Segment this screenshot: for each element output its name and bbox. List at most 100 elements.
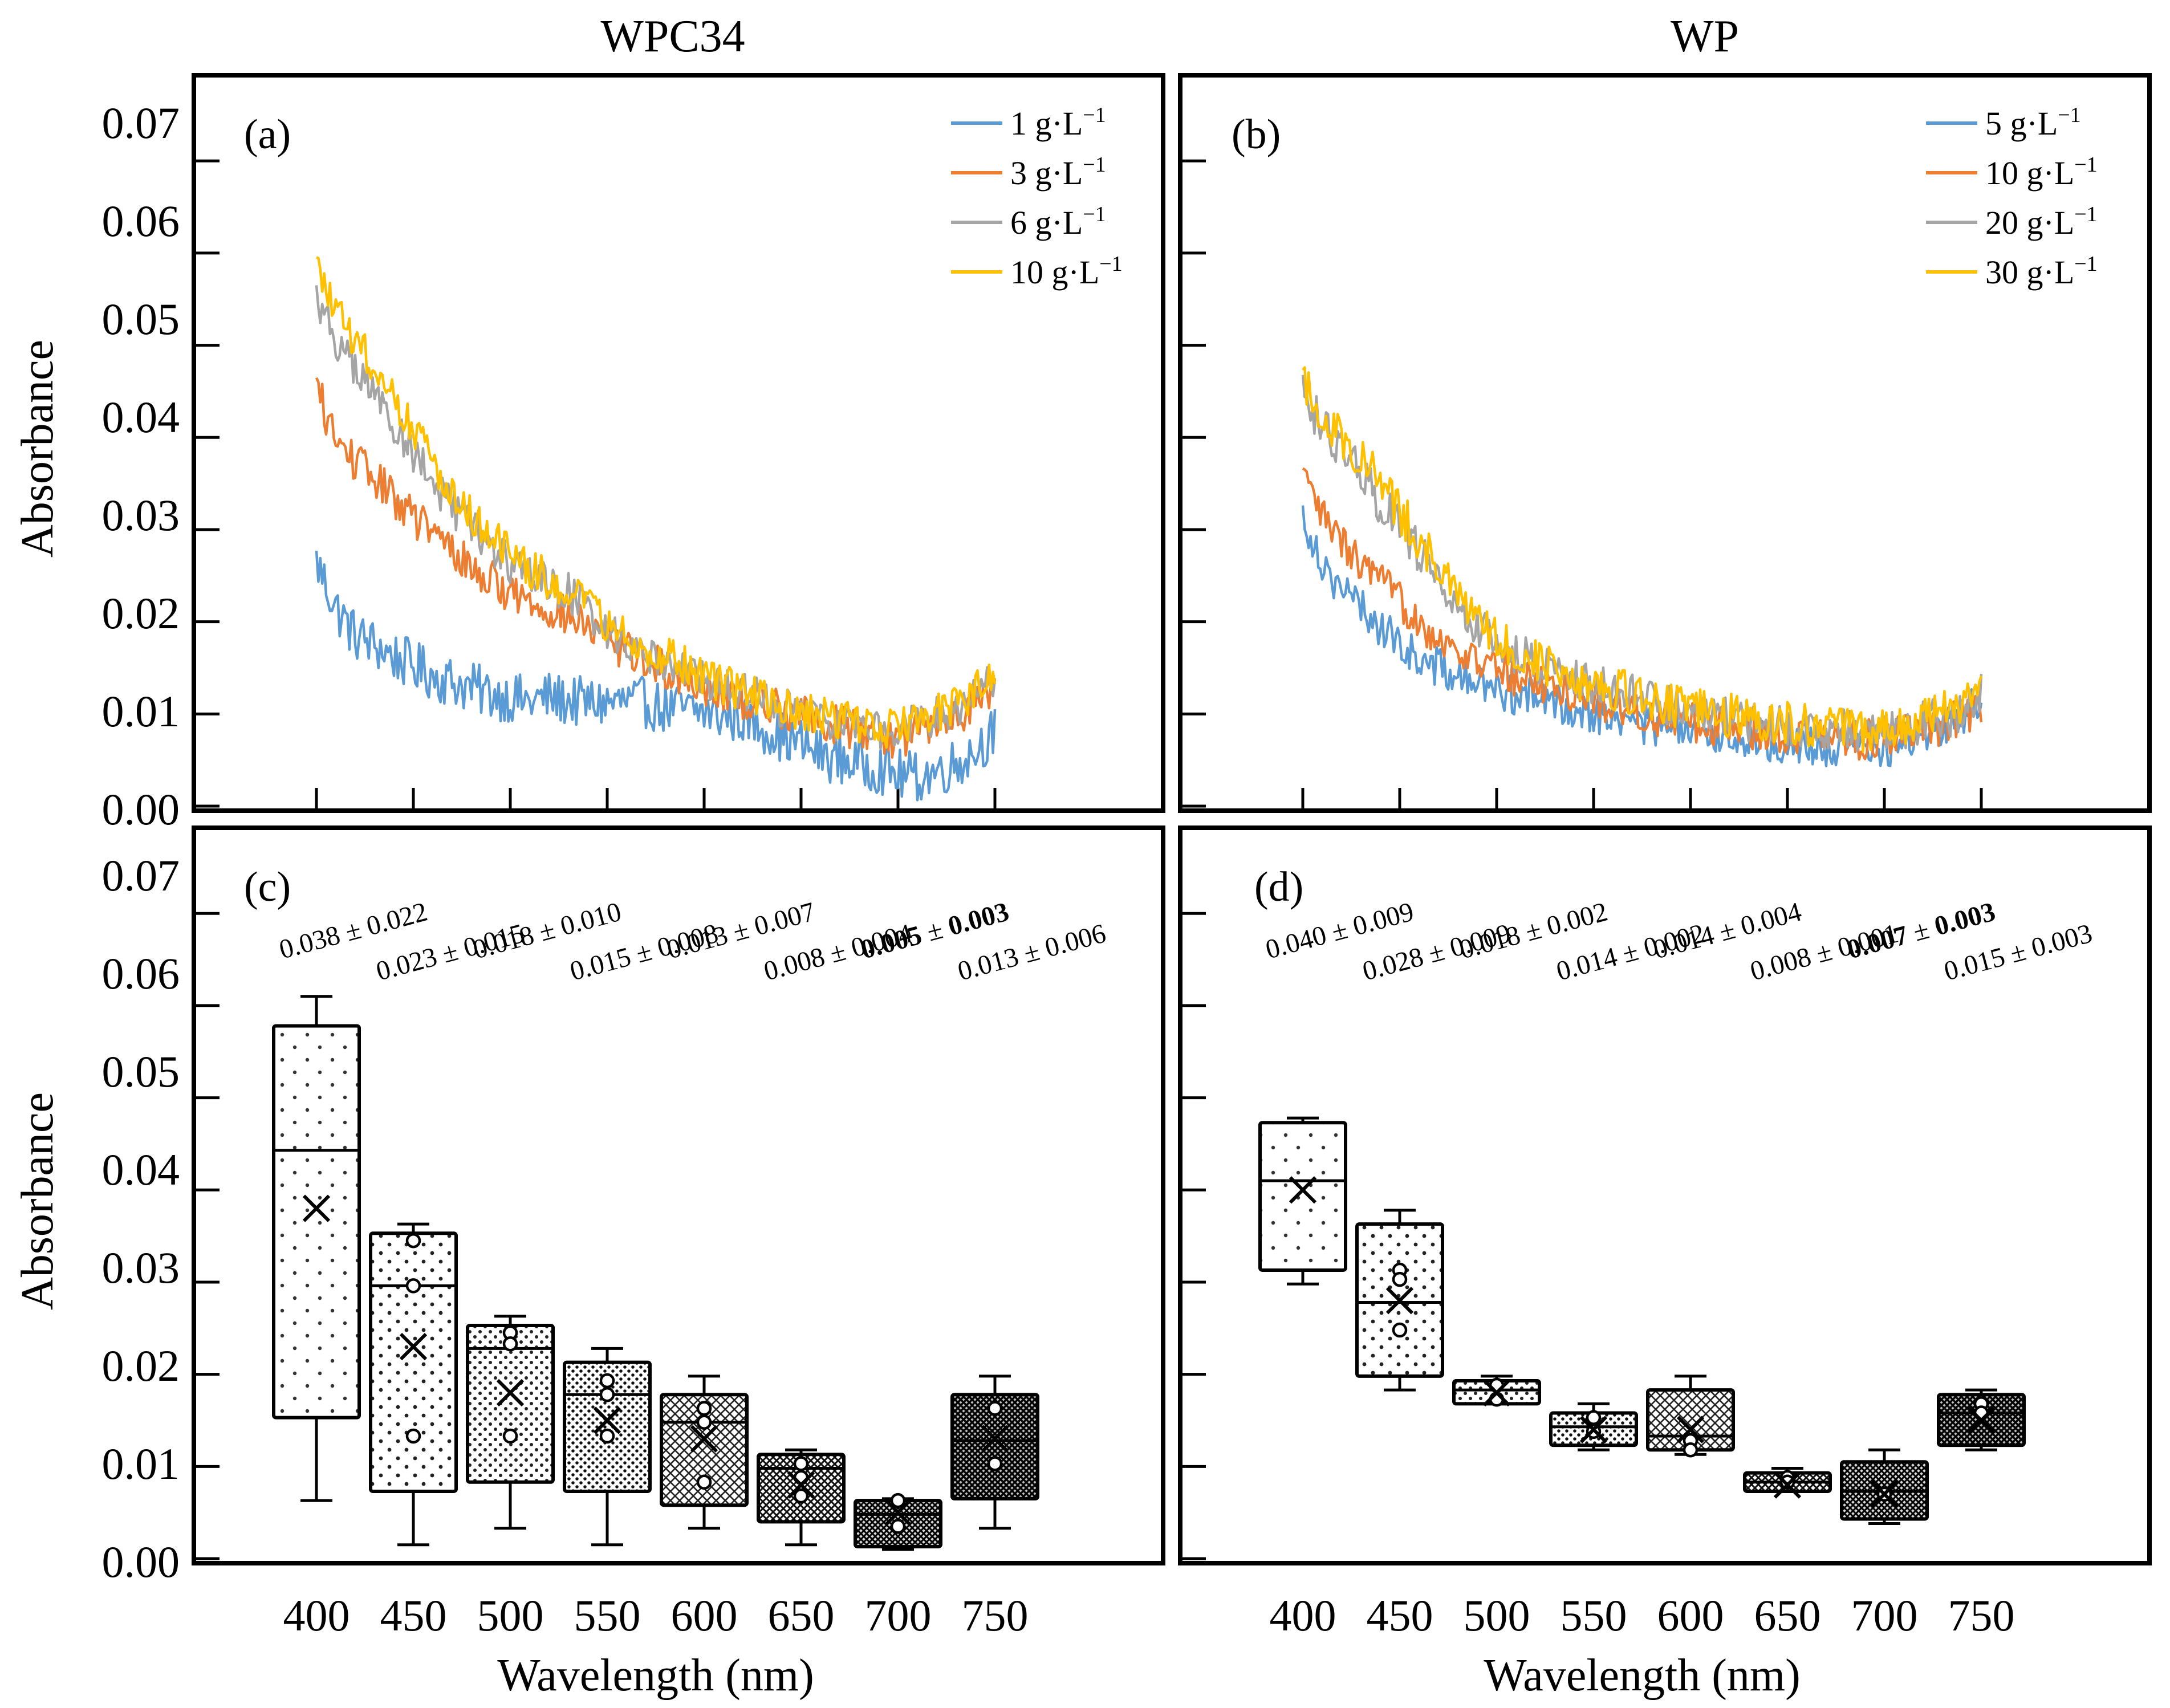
- mean-marker: [690, 1425, 718, 1453]
- panel-d-frame: [1178, 825, 2152, 1565]
- mean-marker: [1385, 1287, 1414, 1315]
- box-iqr: [757, 1453, 846, 1524]
- series-line: [1301, 505, 1983, 767]
- legend-entry: 30 g·L−1: [1985, 252, 2098, 291]
- ytick-label: 0.05: [102, 294, 180, 344]
- data-point: [502, 1428, 518, 1444]
- panel-b-frame: [1178, 73, 2152, 813]
- data-point: [405, 1278, 421, 1294]
- box-500: [466, 1315, 555, 1530]
- legend-entry: 10 g·L−1: [1985, 153, 2098, 192]
- data-point: [1683, 1442, 1698, 1458]
- xtick-label: 400: [1270, 1591, 1336, 1640]
- box-750: [950, 1374, 1039, 1530]
- ytick-label: 0.06: [102, 196, 180, 246]
- boxplot-d: [1258, 1116, 2026, 1526]
- panel-c-frame: [192, 825, 1165, 1565]
- axis-ticks: [194, 159, 1983, 1560]
- mean-sd-mean: 0.005: [858, 920, 925, 965]
- xtick-label: 450: [1367, 1591, 1433, 1640]
- series-line: [316, 256, 997, 749]
- mean-marker: [302, 1194, 331, 1222]
- mean-marker: [1482, 1378, 1511, 1407]
- data-point: [502, 1336, 518, 1352]
- box-iqr: [369, 1231, 458, 1493]
- panel-label-a: (a): [244, 111, 291, 158]
- box-750: [1937, 1388, 2026, 1451]
- mean-marker: [1289, 1176, 1317, 1204]
- data-point: [1392, 1271, 1408, 1287]
- data-point: [1392, 1322, 1408, 1338]
- mean-marker: [1773, 1471, 1802, 1499]
- mean-marker: [884, 1499, 912, 1527]
- data-point: [405, 1233, 421, 1249]
- xticks-left: 400 450 500 550 600 650 700 750: [283, 1591, 1029, 1640]
- data-point: [793, 1488, 809, 1504]
- ylabel-top: Absorbance: [13, 340, 63, 558]
- legend-entry: 20 g·L−1: [1985, 202, 2098, 241]
- xtick-label: 750: [962, 1591, 1029, 1640]
- xtick-label: 550: [574, 1591, 641, 1640]
- xtick-label: 400: [283, 1591, 350, 1640]
- yticks-top: 0.00 0.01 0.02 0.03 0.04 0.05 0.06 0.07: [102, 98, 180, 834]
- box-450: [1355, 1209, 1444, 1392]
- mean-sd-sd: 0.003: [1931, 896, 1998, 941]
- ytick-label: 0.02: [102, 588, 180, 638]
- xtick-label: 700: [865, 1591, 932, 1640]
- ytick-label: 0.07: [102, 851, 180, 900]
- mean-marker: [593, 1406, 621, 1434]
- ytick-label: 0.03: [102, 1243, 180, 1292]
- box-400: [272, 995, 361, 1502]
- mean-marker: [1967, 1406, 1996, 1434]
- xtick-label: 500: [477, 1591, 544, 1640]
- box-iqr: [1258, 1121, 1347, 1272]
- xticks-right: 400 450 500 550 600 650 700 750: [1270, 1591, 2015, 1640]
- box-650: [1743, 1467, 1832, 1499]
- legend-entry: 5 g·L−1: [1985, 103, 2081, 142]
- box-700: [854, 1493, 942, 1551]
- ytick-label: 0.01: [102, 686, 180, 736]
- panel-label-d: (d): [1254, 864, 1303, 910]
- data-point: [793, 1456, 809, 1471]
- mean-marker: [1579, 1416, 1608, 1443]
- xlabel-left: Wavelength (nm): [497, 1650, 814, 1701]
- mean-marker: [496, 1378, 525, 1407]
- xtick-label: 600: [1657, 1591, 1724, 1640]
- data-point: [405, 1428, 421, 1444]
- legend-entry: 6 g·L−1: [1010, 202, 1106, 241]
- xtick-label: 450: [380, 1591, 447, 1640]
- legend-entry: 1 g·L−1: [1010, 103, 1106, 142]
- legend-b: 5 g·L−1 10 g·L−1 20 g·L−1 30 g·L−1: [1926, 103, 2098, 291]
- legend-entry: 10 g·L−1: [1010, 252, 1123, 291]
- ytick-label: 0.07: [102, 98, 180, 148]
- legend-a: 1 g·L−1 3 g·L−1 6 g·L−1 10 g·L−1: [951, 103, 1123, 291]
- ytick-label: 0.01: [102, 1439, 180, 1489]
- box-400: [1258, 1116, 1347, 1286]
- mean-sd-mean: 0.007: [1844, 920, 1911, 965]
- series-lines-b: [1301, 366, 1983, 767]
- box-500: [1452, 1374, 1541, 1407]
- yticks-bottom: 0.00 0.01 0.02 0.03 0.04 0.05 0.06 0.07: [102, 851, 180, 1587]
- box-550: [563, 1347, 652, 1547]
- data-point: [1586, 1410, 1602, 1425]
- mean-marker: [787, 1471, 815, 1499]
- data-point: [599, 1386, 615, 1402]
- ytick-label: 0.04: [102, 1145, 180, 1194]
- boxplot-c: [272, 995, 1039, 1551]
- ytick-label: 0.06: [102, 949, 180, 998]
- box-600: [660, 1374, 749, 1530]
- box-iqr: [272, 1024, 361, 1420]
- ytick-label: 0.02: [102, 1341, 180, 1390]
- box-550: [1549, 1402, 1638, 1451]
- ytick-label: 0.00: [102, 1537, 180, 1587]
- ytick-label: 0.05: [102, 1047, 180, 1096]
- data-point: [599, 1373, 615, 1389]
- mean-marker: [399, 1333, 428, 1361]
- ylabel-bottom: Absorbance: [13, 1092, 63, 1310]
- ytick-label: 0.00: [102, 784, 180, 834]
- panel-label-b: (b): [1232, 111, 1281, 158]
- series-line: [315, 550, 997, 802]
- xtick-label: 600: [671, 1591, 738, 1640]
